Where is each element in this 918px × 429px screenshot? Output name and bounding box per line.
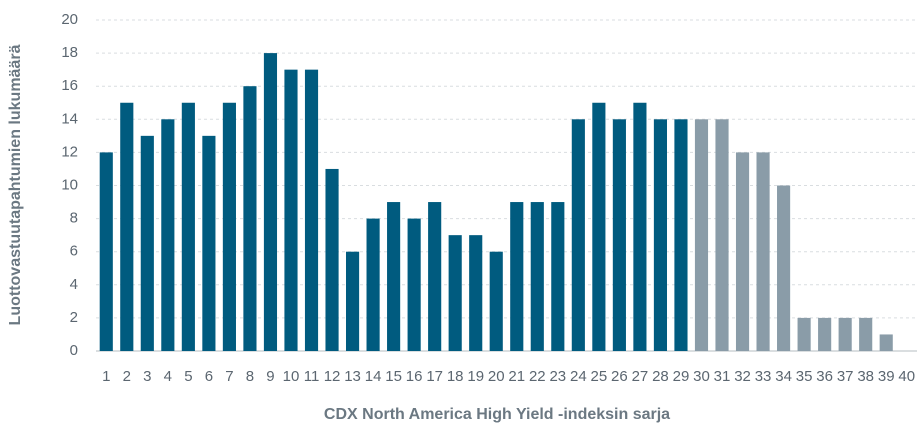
y-tick-label: 12 <box>61 143 78 160</box>
bar <box>510 202 524 351</box>
y-tick-label: 6 <box>70 243 78 260</box>
bar <box>756 152 770 351</box>
x-tick-label: 3 <box>143 368 151 385</box>
bar <box>530 202 544 351</box>
x-tick-label: 33 <box>755 368 772 385</box>
bar <box>284 69 298 352</box>
x-tick-label: 38 <box>857 368 874 385</box>
bar <box>469 235 483 351</box>
bar <box>879 334 893 351</box>
x-tick-label: 9 <box>266 368 274 385</box>
bar <box>838 317 852 351</box>
bar <box>161 119 175 351</box>
bar <box>243 86 257 351</box>
x-tick-label: 39 <box>878 368 895 385</box>
bar <box>674 119 688 351</box>
x-tick-label: 11 <box>304 368 320 385</box>
x-tick-label: 20 <box>488 368 505 385</box>
y-tick-label: 2 <box>70 309 78 326</box>
bar <box>448 235 462 351</box>
bar <box>387 202 401 351</box>
y-tick-label: 18 <box>61 44 78 61</box>
x-tick-label: 16 <box>406 368 423 385</box>
x-tick-label: 10 <box>283 368 300 385</box>
bar <box>653 119 668 351</box>
bar <box>202 135 216 351</box>
bar <box>612 119 626 351</box>
x-tick-label: 40 <box>898 368 915 385</box>
bar <box>735 152 750 351</box>
x-tick-label: 25 <box>591 368 608 385</box>
x-tick-label: 24 <box>570 368 587 385</box>
y-tick-label: 4 <box>70 276 78 293</box>
x-tick-label: 4 <box>164 368 172 385</box>
bar <box>571 119 585 351</box>
bar <box>140 135 154 351</box>
x-tick-label: 37 <box>837 368 854 385</box>
x-axis-title: CDX North America High Yield -indeksin s… <box>324 406 670 423</box>
y-axis-title: Luottovastuutapahtumien lukumäärä <box>7 44 24 325</box>
x-tick-label: 6 <box>205 368 213 385</box>
bar <box>694 119 709 351</box>
x-tick-label: 35 <box>796 368 813 385</box>
x-tick-label: 23 <box>549 368 566 385</box>
y-tick-label: 14 <box>61 110 78 127</box>
x-tick-label: 12 <box>324 368 341 385</box>
y-tick-label: 0 <box>70 342 78 359</box>
bar <box>120 102 134 351</box>
bar <box>551 202 565 351</box>
x-tick-label: 8 <box>246 368 254 385</box>
x-tick-label: 21 <box>508 368 525 385</box>
bar <box>633 102 647 351</box>
x-tick-label: 7 <box>225 368 233 385</box>
y-tick-label: 16 <box>61 77 78 94</box>
x-tick-label: 29 <box>673 368 690 385</box>
bar <box>859 317 873 351</box>
bar <box>263 53 278 351</box>
x-tick-label: 15 <box>385 368 402 385</box>
bar <box>99 152 113 351</box>
bar <box>222 102 236 351</box>
x-tick-label: 1 <box>102 368 110 385</box>
x-tick-label: 22 <box>529 368 546 385</box>
x-tick-label: 28 <box>652 368 669 385</box>
bar <box>407 218 421 351</box>
bar <box>181 102 195 351</box>
x-tick-label: 36 <box>816 368 833 385</box>
x-tick-label: 30 <box>693 368 710 385</box>
bar <box>715 119 729 351</box>
bar <box>366 218 380 351</box>
x-tick-label: 34 <box>775 368 792 385</box>
bar <box>489 251 503 351</box>
y-tick-label: 20 <box>61 11 78 28</box>
y-tick-label: 8 <box>70 210 78 227</box>
x-tick-label: 26 <box>611 368 628 385</box>
x-tick-label: 14 <box>365 368 382 385</box>
x-tick-label: 18 <box>447 368 464 385</box>
x-tick-label: 13 <box>344 368 361 385</box>
x-tick-label: 2 <box>123 368 131 385</box>
bar <box>428 202 442 351</box>
x-tick-label: 32 <box>734 368 751 385</box>
bar <box>592 102 606 351</box>
bar <box>777 185 791 351</box>
x-tick-label: 27 <box>632 368 649 385</box>
x-tick-label: 19 <box>467 368 484 385</box>
bar <box>304 69 319 352</box>
y-tick-label: 10 <box>61 176 78 193</box>
bar <box>818 317 832 351</box>
x-tick-label: 31 <box>714 368 731 385</box>
x-tick-label: 17 <box>426 368 443 385</box>
bar <box>345 251 360 351</box>
bar <box>325 168 339 351</box>
bar <box>797 317 811 351</box>
x-tick-label: 5 <box>184 368 192 385</box>
